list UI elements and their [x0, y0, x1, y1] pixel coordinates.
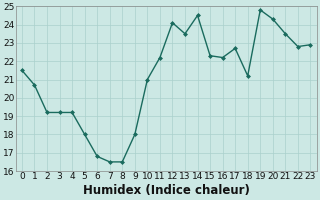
X-axis label: Humidex (Indice chaleur): Humidex (Indice chaleur)	[83, 184, 250, 197]
